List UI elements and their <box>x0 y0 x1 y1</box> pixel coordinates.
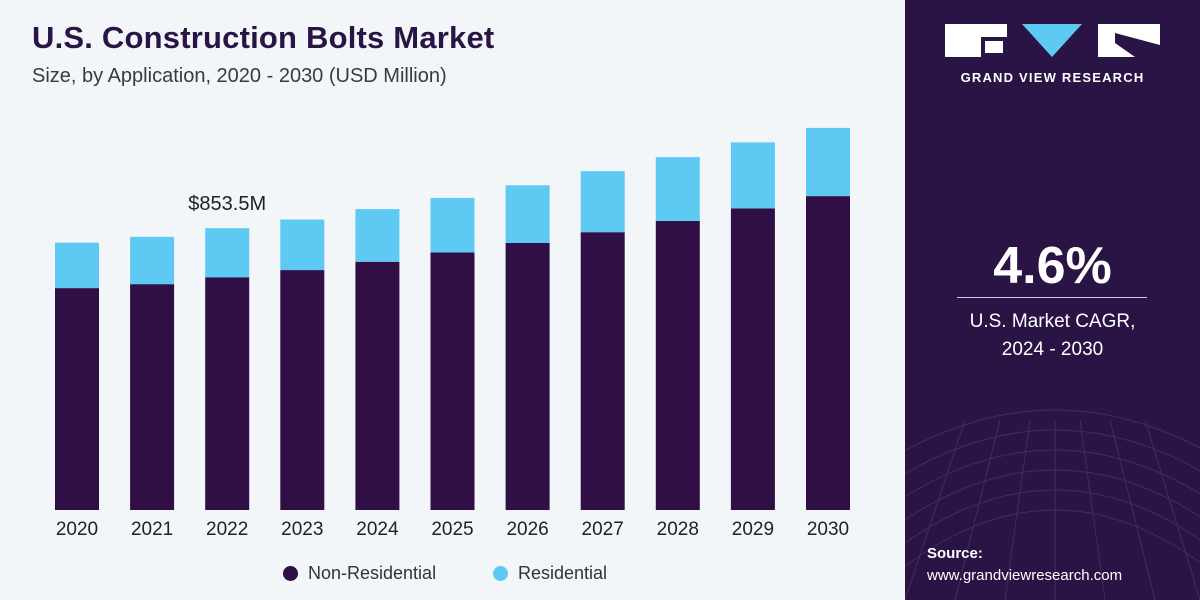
legend-label-non-residential: Non-Residential <box>308 563 437 583</box>
bar-residential-2023 <box>280 219 325 271</box>
bar-non-residential-2029 <box>730 208 775 510</box>
chart-panel: U.S. Construction Bolts Market Size, by … <box>0 0 905 600</box>
legend-label-residential: Residential <box>518 563 608 583</box>
x-tick-label-2024: 2024 <box>356 519 399 540</box>
bar-chart: 2020 2021 2022 $853.5M 2023 2024 2025 2026 2027 2… <box>55 127 850 540</box>
bar-residential-2028 <box>655 157 700 221</box>
brand-logo-icon <box>945 24 1160 57</box>
chart-subtitle: Size, by Application, 2020 - 2030 (USD M… <box>32 65 447 87</box>
x-tick-label-2028: 2028 <box>657 519 699 540</box>
bar-non-residential-2022 <box>205 277 250 510</box>
x-tick-label-2025: 2025 <box>431 519 473 540</box>
bar-residential-2020 <box>55 242 99 289</box>
legend-swatch-non-residential <box>283 566 298 581</box>
cagr-label: U.S. Market CAGR, 2024 - 2030 <box>969 311 1136 360</box>
bar-residential-2030 <box>806 127 850 197</box>
x-tick-label-2027: 2027 <box>582 519 624 540</box>
bar-non-residential-2020 <box>55 288 99 510</box>
brand-name: GRAND VIEW RESEARCH <box>960 70 1145 85</box>
x-tick-label-2029: 2029 <box>732 519 774 540</box>
x-tick-label-2022: 2022 <box>206 519 248 540</box>
source-url: www.grandviewresearch.com <box>927 567 1123 584</box>
bar-residential-2021 <box>130 236 175 285</box>
legend-item-residential: Residential <box>493 563 607 584</box>
legend-item-non-residential: Non-Residential <box>283 563 436 584</box>
data-label-2022: $853.5M <box>188 193 266 215</box>
x-tick-label-2026: 2026 <box>506 519 548 540</box>
bar-residential-2025 <box>430 197 475 253</box>
bar-non-residential-2021 <box>130 284 175 510</box>
bar-non-residential-2030 <box>806 196 850 510</box>
bar-residential-2024 <box>355 209 400 262</box>
sidebar-panel: GRAND VIEW RESEARCH 4.6% U.S. Market CAG… <box>905 0 1200 600</box>
x-tick-label-2023: 2023 <box>281 519 323 540</box>
bar-non-residential-2026 <box>505 243 550 510</box>
bar-residential-2029 <box>730 142 775 209</box>
bar-non-residential-2027 <box>580 232 625 510</box>
bar-residential-2022 <box>205 228 250 278</box>
chart-title: U.S. Construction Bolts Market <box>32 20 495 55</box>
cagr-value: 4.6% <box>993 237 1112 295</box>
bar-residential-2027 <box>580 171 625 233</box>
x-tick-label-2030: 2030 <box>807 519 849 540</box>
x-tick-label-2021: 2021 <box>131 519 173 540</box>
bar-non-residential-2025 <box>430 252 475 510</box>
bar-residential-2026 <box>505 185 550 244</box>
bar-non-residential-2024 <box>355 261 400 510</box>
source-label: Source: <box>927 545 983 562</box>
legend-swatch-residential <box>493 566 508 581</box>
x-tick-label-2020: 2020 <box>56 519 98 540</box>
bar-non-residential-2023 <box>280 270 325 510</box>
decorative-grid <box>905 409 1200 600</box>
bar-non-residential-2028 <box>655 220 700 510</box>
cagr-divider <box>957 297 1147 298</box>
